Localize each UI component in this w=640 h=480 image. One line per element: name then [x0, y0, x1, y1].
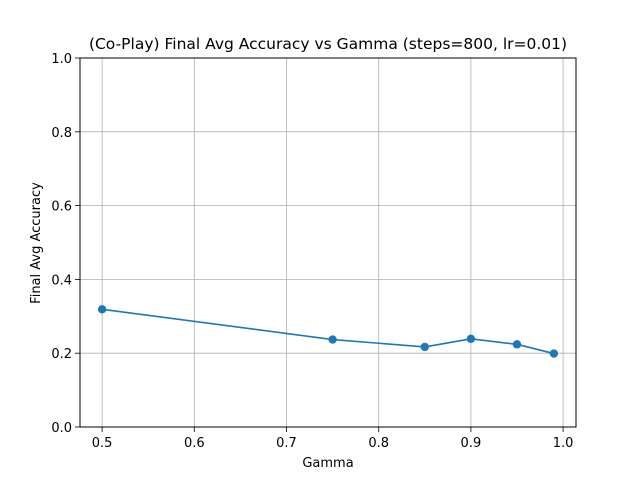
x-tick-label: 0.9 [461, 436, 482, 451]
grid [80, 57, 576, 428]
series-layer [97, 305, 559, 358]
data-point [549, 349, 559, 358]
data-point [512, 340, 522, 349]
data-point [466, 334, 476, 344]
y-tick-label: 0.4 [51, 273, 72, 288]
y-tick-label: 0.2 [51, 347, 72, 362]
x-tick-label: 0.7 [276, 436, 297, 451]
x-tick-label: 1.0 [553, 436, 574, 451]
y-axis-label: Final Avg Accuracy [29, 182, 44, 304]
y-tick-label: 1.0 [51, 52, 72, 67]
series-line [102, 308, 555, 355]
x-axis: 0.5 0.6 0.7 0.8 0.9 1.0 [92, 427, 574, 451]
x-tick-label: 0.5 [92, 436, 113, 451]
data-point [420, 342, 430, 352]
y-tick-label: 0.6 [51, 200, 72, 215]
y-tick-label: 0.0 [51, 421, 72, 436]
data-point [328, 335, 337, 344]
data-point [97, 305, 107, 314]
x-axis-label: Gamma [302, 456, 353, 471]
chart-title: (Co-Play) Final Avg Accuracy vs Gamma (s… [89, 35, 567, 53]
x-tick-label: 0.6 [184, 436, 205, 451]
y-tick-label: 0.8 [51, 126, 72, 141]
plot-frame [79, 57, 577, 428]
y-axis: 0.0 0.2 0.4 0.6 0.8 1.0 [51, 52, 80, 436]
x-tick-label: 0.8 [368, 436, 389, 451]
